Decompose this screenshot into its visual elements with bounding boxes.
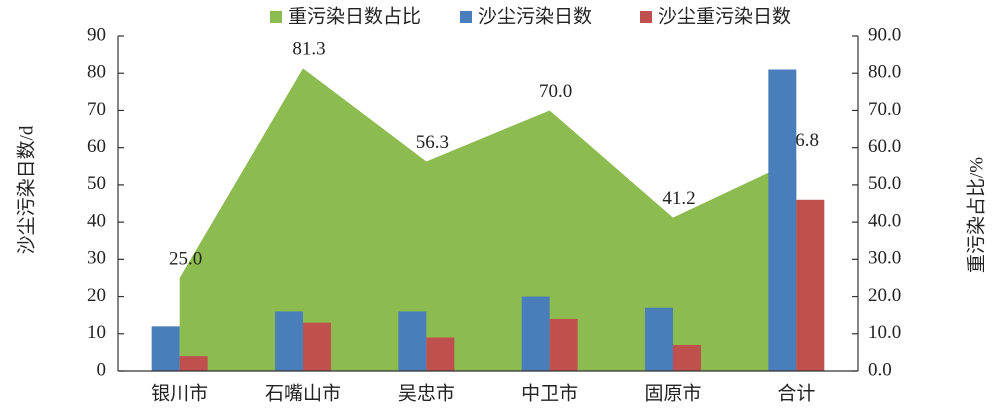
value-label: 70.0	[539, 81, 572, 102]
y-axis-title: 沙尘污染日数/d	[15, 125, 37, 254]
bar	[179, 356, 208, 371]
y-tick-label: 0	[97, 359, 107, 380]
y-tick-label: 60	[87, 136, 106, 157]
y-tick-label: 80	[87, 62, 106, 83]
value-label: 81.3	[292, 39, 325, 60]
bar	[398, 311, 427, 371]
bar	[275, 311, 303, 371]
bar	[796, 199, 825, 371]
y-tick-label: 20	[87, 285, 106, 306]
x-tick-label: 吴忠市	[398, 382, 455, 404]
y2-tick-label: 60.0	[868, 136, 901, 157]
x-tick-label: 银川市	[151, 382, 208, 404]
y2-tick-label: 20.0	[868, 285, 901, 306]
y-tick-label: 90	[87, 24, 106, 45]
bar	[768, 69, 797, 371]
bar	[673, 344, 701, 371]
value-label: 25.0	[169, 248, 202, 269]
x-tick-label: 中卫市	[521, 382, 578, 404]
y2-tick-label: 80.0	[868, 62, 901, 83]
legend-label: 沙尘污染日数	[478, 5, 592, 27]
legend-label: 重污染日数占比	[288, 5, 421, 27]
y-tick-label: 30	[87, 248, 106, 269]
legend-swatch	[460, 11, 472, 23]
value-label: 41.2	[662, 188, 695, 209]
y-tick-label: 50	[87, 173, 106, 194]
y2-tick-label: 70.0	[868, 99, 901, 120]
value-label: 56.3	[416, 132, 449, 153]
x-tick-label: 合计	[777, 382, 815, 404]
y2-axis-title: 重污染占比/%	[965, 157, 987, 273]
area	[179, 68, 797, 371]
x-tick-label: 石嘴山市	[265, 382, 341, 404]
x-tick-label: 固原市	[644, 382, 701, 404]
bar	[426, 337, 455, 371]
y-tick-label: 10	[87, 322, 106, 343]
y-tick-label: 40	[87, 210, 106, 231]
legend-swatch	[270, 11, 282, 23]
bar	[521, 296, 550, 371]
y-tick-label: 70	[87, 99, 106, 120]
bar	[645, 307, 673, 371]
y2-tick-label: 50.0	[868, 173, 901, 194]
bar	[151, 326, 180, 371]
legend-swatch	[640, 11, 652, 23]
y2-tick-label: 30.0	[868, 248, 901, 269]
y2-tick-label: 40.0	[868, 210, 901, 231]
y2-tick-label: 0.0	[868, 359, 892, 380]
bar	[549, 318, 578, 371]
y2-tick-label: 90.0	[868, 24, 901, 45]
bar	[303, 322, 331, 371]
y2-tick-label: 10.0	[868, 322, 901, 343]
legend-label: 沙尘重污染日数	[658, 5, 791, 27]
